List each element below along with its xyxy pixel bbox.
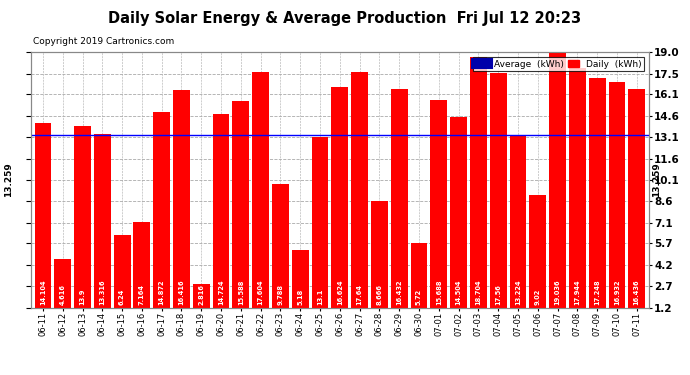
Bar <box>450 117 467 308</box>
Bar <box>331 87 348 308</box>
Text: 2.816: 2.816 <box>198 284 204 305</box>
Text: 14.504: 14.504 <box>455 280 462 305</box>
Text: 16.432: 16.432 <box>396 280 402 305</box>
Bar <box>529 195 546 308</box>
Text: 5.18: 5.18 <box>297 289 303 305</box>
Text: 13.259: 13.259 <box>652 163 662 197</box>
Text: 14.724: 14.724 <box>218 280 224 305</box>
Text: 7.164: 7.164 <box>139 284 145 305</box>
Bar <box>629 89 645 308</box>
Text: 17.64: 17.64 <box>357 284 363 305</box>
Bar <box>371 201 388 308</box>
Bar <box>213 114 230 308</box>
Bar <box>589 78 606 308</box>
Bar <box>569 68 586 308</box>
Legend: Average  (kWh), Daily  (kWh): Average (kWh), Daily (kWh) <box>473 57 644 71</box>
Text: 16.624: 16.624 <box>337 280 343 305</box>
Bar <box>114 235 130 308</box>
Bar <box>94 134 110 308</box>
Text: 15.588: 15.588 <box>238 280 244 305</box>
Bar <box>351 72 368 308</box>
Bar <box>272 184 289 308</box>
Text: Daily Solar Energy & Average Production  Fri Jul 12 20:23: Daily Solar Energy & Average Production … <box>108 11 582 26</box>
Bar <box>193 284 210 308</box>
Text: 17.944: 17.944 <box>574 280 580 305</box>
Bar <box>233 101 249 308</box>
Bar <box>549 52 566 308</box>
Text: 19.036: 19.036 <box>555 280 560 305</box>
Text: 16.436: 16.436 <box>633 280 640 305</box>
Bar <box>173 90 190 308</box>
Bar <box>411 243 427 308</box>
Bar <box>253 72 269 308</box>
Text: 18.704: 18.704 <box>475 280 482 305</box>
Text: 13.1: 13.1 <box>317 289 323 305</box>
Text: 16.932: 16.932 <box>614 280 620 305</box>
Text: 17.248: 17.248 <box>594 280 600 305</box>
Bar <box>292 251 308 308</box>
Text: 17.604: 17.604 <box>257 280 264 305</box>
Bar <box>55 259 71 308</box>
Bar <box>391 89 408 308</box>
Text: 13.259: 13.259 <box>3 163 13 197</box>
Text: 13.9: 13.9 <box>79 289 86 305</box>
Bar <box>74 126 91 308</box>
Text: 16.416: 16.416 <box>179 280 184 305</box>
Bar <box>153 112 170 308</box>
Text: 14.104: 14.104 <box>40 280 46 305</box>
Bar <box>133 222 150 308</box>
Text: 6.24: 6.24 <box>119 289 125 305</box>
Text: 14.872: 14.872 <box>159 280 165 305</box>
Text: 9.02: 9.02 <box>535 289 541 305</box>
Text: 8.666: 8.666 <box>377 284 382 305</box>
Text: Copyright 2019 Cartronics.com: Copyright 2019 Cartronics.com <box>33 38 175 46</box>
Bar <box>34 123 51 308</box>
Bar <box>431 100 447 308</box>
Text: 9.788: 9.788 <box>277 284 284 305</box>
Bar <box>312 137 328 308</box>
Text: 13.316: 13.316 <box>99 280 106 305</box>
Text: 17.56: 17.56 <box>495 285 501 305</box>
Text: 4.616: 4.616 <box>60 284 66 305</box>
Text: 15.688: 15.688 <box>436 280 442 305</box>
Text: 5.72: 5.72 <box>416 289 422 305</box>
Bar <box>509 135 526 308</box>
Bar <box>490 73 506 308</box>
Text: 13.224: 13.224 <box>515 280 521 305</box>
Bar <box>470 57 486 308</box>
Bar <box>609 82 625 308</box>
